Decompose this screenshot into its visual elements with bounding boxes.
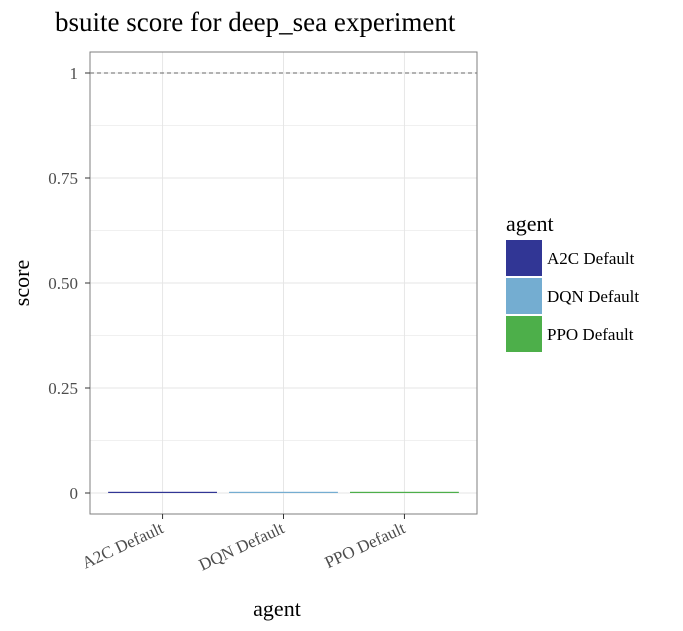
legend-entries: A2C Default DQN Default PPO Default: [506, 240, 639, 352]
y-axis: 0 0.25 0.50 0.75 1: [48, 64, 90, 503]
legend-swatch: [506, 316, 542, 352]
legend-label: A2C Default: [547, 249, 635, 268]
y-axis-title: score: [9, 260, 34, 306]
bars: [108, 491, 459, 493]
x-tick-label: DQN Default: [196, 518, 288, 574]
y-tick-label: 0.75: [48, 169, 78, 188]
x-axis: A2C Default DQN Default PPO Default: [79, 514, 408, 575]
y-tick-label: 0.25: [48, 379, 78, 398]
y-tick-label: 0: [70, 484, 79, 503]
legend-label: PPO Default: [547, 325, 634, 344]
legend-label: DQN Default: [547, 287, 639, 306]
bar-ppo-default: [350, 491, 459, 493]
bar-a2c-default: [108, 491, 217, 493]
legend: agent A2C Default DQN Default PPO Default: [506, 211, 639, 352]
y-tick-label: 1: [70, 64, 79, 83]
bar-dqn-default: [229, 491, 338, 493]
x-tick-label: PPO Default: [322, 518, 409, 572]
legend-swatch: [506, 278, 542, 314]
legend-swatch: [506, 240, 542, 276]
plot-area: [89, 51, 478, 515]
y-tick-label: 0.50: [48, 274, 78, 293]
x-axis-title: agent: [253, 596, 301, 621]
chart-title: bsuite score for deep_sea experiment: [55, 7, 456, 37]
legend-title: agent: [506, 211, 554, 236]
x-tick-label: A2C Default: [79, 518, 166, 572]
